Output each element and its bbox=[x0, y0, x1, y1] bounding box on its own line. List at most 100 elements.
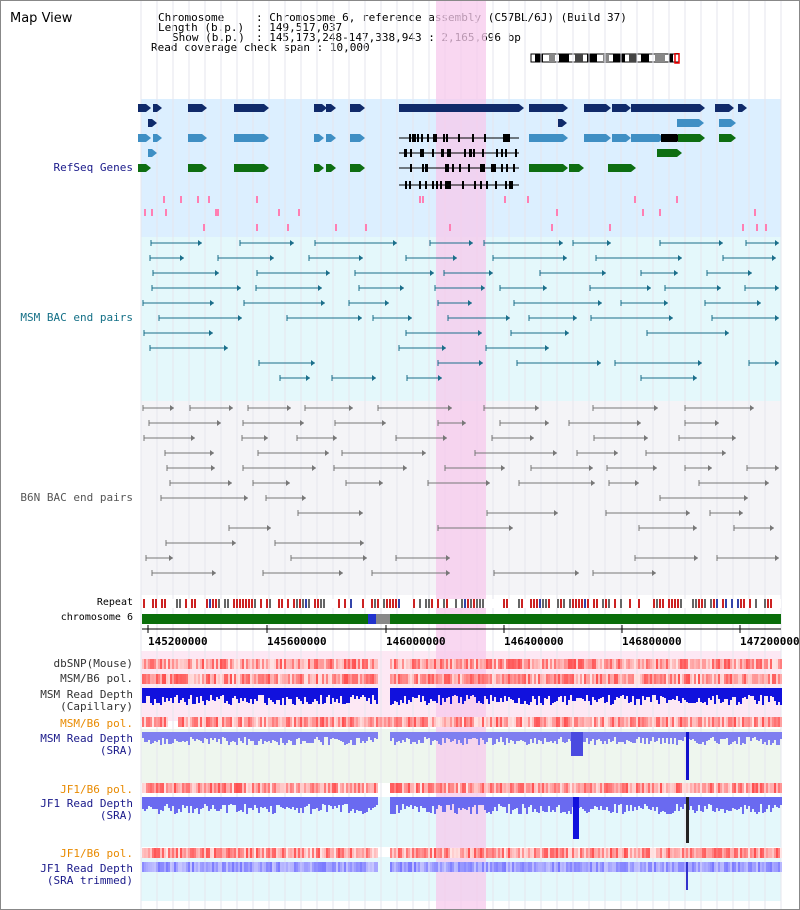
track-label-repeat[interactable]: Repeat bbox=[96, 597, 133, 608]
depth-bar bbox=[154, 732, 156, 741]
depth-bar bbox=[412, 688, 414, 697]
heat-cell bbox=[524, 862, 526, 872]
depth-bar bbox=[530, 797, 532, 805]
heat-cell bbox=[236, 674, 238, 684]
heat-cell bbox=[540, 717, 542, 727]
heat-cell bbox=[676, 783, 678, 793]
heat-cell bbox=[554, 783, 556, 793]
heat-cell bbox=[366, 862, 368, 872]
track-label-jf1-b6-pol[interactable]: JF1/B6 pol. bbox=[60, 783, 133, 796]
heat-cell bbox=[712, 783, 714, 793]
heat-cell bbox=[422, 862, 424, 872]
heat-cell bbox=[376, 717, 378, 727]
depth-bar bbox=[446, 732, 448, 738]
heat-cell bbox=[402, 717, 404, 727]
depth-bar bbox=[490, 797, 492, 814]
heat-cell bbox=[692, 717, 694, 727]
heat-cell bbox=[360, 783, 362, 793]
depth-bar bbox=[746, 732, 748, 737]
heat-cell bbox=[758, 659, 760, 669]
track-label-chromosome[interactable]: chromosome 6 bbox=[60, 612, 133, 623]
depth-bar bbox=[284, 732, 286, 745]
gene-feature bbox=[350, 104, 360, 112]
heat-cell bbox=[364, 659, 366, 669]
heat-cell bbox=[276, 862, 278, 872]
depth-bar bbox=[442, 797, 444, 812]
heat-cell bbox=[590, 862, 592, 872]
track-label-msm-depth-cap[interactable]: MSM Read Depth bbox=[40, 688, 133, 701]
heat-cell bbox=[770, 717, 772, 727]
heat-cell bbox=[542, 717, 544, 727]
depth-bar bbox=[638, 732, 640, 737]
heat-cell bbox=[518, 674, 520, 684]
track-label-msm-depth-sra[interactable]: MSM Read Depth bbox=[40, 732, 133, 745]
depth-bar bbox=[494, 797, 496, 807]
heat-cell bbox=[506, 659, 508, 669]
heat-cell bbox=[414, 674, 416, 684]
heat-cell bbox=[592, 659, 594, 669]
heat-cell bbox=[226, 848, 228, 858]
heat-cell bbox=[298, 783, 300, 793]
depth-bar bbox=[190, 797, 192, 806]
heat-cell bbox=[242, 717, 244, 727]
heat-cell bbox=[620, 848, 622, 858]
depth-bar bbox=[156, 732, 158, 742]
heat-cell bbox=[716, 674, 718, 684]
heat-cell bbox=[186, 717, 188, 727]
depth-bar bbox=[290, 732, 292, 741]
heat-cell bbox=[730, 848, 732, 858]
heat-cell bbox=[434, 717, 436, 727]
depth-bar bbox=[568, 732, 570, 739]
depth-bar bbox=[316, 688, 318, 701]
heat-cell bbox=[448, 674, 450, 684]
heat-cell bbox=[480, 717, 482, 727]
heat-cell bbox=[402, 848, 404, 858]
depth-bar bbox=[498, 688, 500, 702]
heat-cell bbox=[452, 674, 454, 684]
heat-cell bbox=[438, 848, 440, 858]
track-label-msm-bac[interactable]: MSM BAC end pairs bbox=[20, 311, 133, 324]
heat-cell bbox=[512, 659, 514, 669]
heat-cell bbox=[562, 674, 564, 684]
pair-arrow bbox=[744, 495, 748, 501]
track-label-msm-b6-pol[interactable]: MSM/B6 pol. bbox=[60, 672, 133, 685]
heat-cell bbox=[774, 848, 776, 858]
heat-cell bbox=[464, 862, 466, 872]
depth-bar bbox=[216, 797, 218, 811]
heat-cell bbox=[630, 783, 632, 793]
repeat-element bbox=[602, 599, 604, 608]
depth-bar bbox=[254, 688, 256, 699]
heat-cell bbox=[370, 674, 372, 684]
track-label-dbsnp[interactable]: dbSNP(Mouse) bbox=[53, 657, 133, 670]
pair-arrow bbox=[468, 300, 472, 306]
track-label-b6n-bac[interactable]: B6N BAC end pairs bbox=[20, 491, 133, 504]
track-label-jf1-b6-pol-2[interactable]: JF1/B6 pol. bbox=[60, 847, 133, 860]
gene-exon bbox=[482, 149, 484, 157]
pair-arrow bbox=[481, 285, 485, 291]
gene-feature bbox=[584, 104, 606, 112]
depth-bar bbox=[374, 688, 376, 700]
repeat-element bbox=[470, 599, 472, 608]
track-label-refseq[interactable]: RefSeq Genes bbox=[53, 161, 133, 174]
depth-bar bbox=[336, 797, 338, 808]
heat-cell bbox=[338, 717, 340, 727]
heat-cell bbox=[548, 717, 550, 727]
heat-cell bbox=[390, 862, 392, 872]
heat-cell bbox=[574, 717, 576, 727]
heat-cell bbox=[242, 674, 244, 684]
track-label-jf1-trim[interactable]: JF1 Read Depth bbox=[40, 862, 133, 875]
heat-cell bbox=[654, 783, 656, 793]
gene-arrow bbox=[579, 164, 584, 172]
heat-cell bbox=[458, 674, 460, 684]
depth-bar bbox=[514, 797, 516, 809]
heat-cell bbox=[684, 862, 686, 872]
repeat-element bbox=[530, 599, 532, 608]
axis-tick-label: 147200000 bbox=[740, 635, 800, 648]
heat-cell bbox=[172, 862, 174, 872]
heat-cell bbox=[504, 674, 506, 684]
depth-bar bbox=[324, 732, 326, 737]
heat-cell bbox=[400, 783, 402, 793]
track-label-jf1-depth[interactable]: JF1 Read Depth bbox=[40, 797, 133, 810]
track-label-msm-b6-pol-2[interactable]: MSM/B6 pol. bbox=[60, 717, 133, 730]
